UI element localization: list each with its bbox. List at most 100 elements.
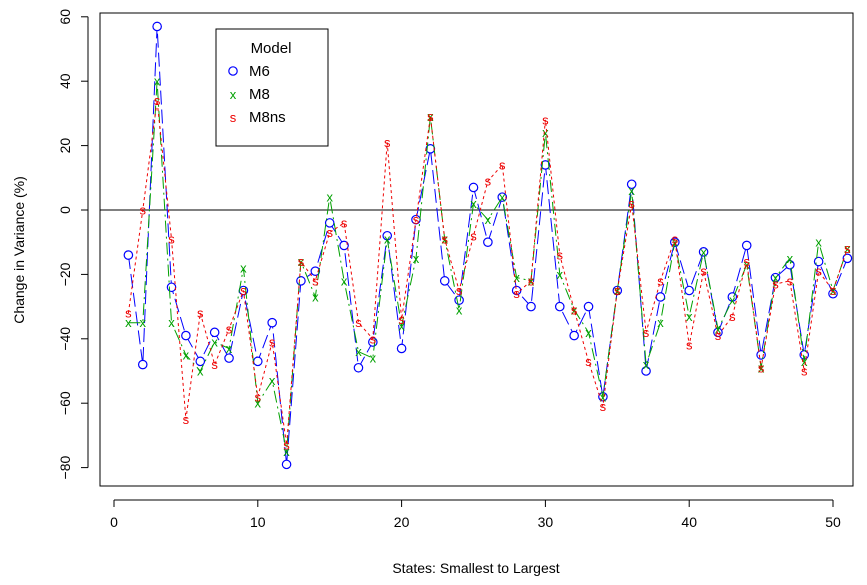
y-axis: −80 −60 −40 −20 0 20 40 60: [57, 9, 89, 479]
point-m8ns: s: [240, 283, 247, 298]
point-m8ns: s: [700, 264, 707, 279]
point-m6: [152, 21, 162, 32]
point-m6: [655, 292, 666, 302]
point-m8: x: [168, 315, 175, 330]
series-m8ns: ssssssssssssssssssssssssssssssssssssssss…: [125, 93, 851, 453]
point-m8ns: s: [686, 338, 693, 353]
point-m8ns: s: [312, 273, 319, 288]
point-m8: x: [211, 335, 218, 350]
point-m8: x: [528, 273, 535, 288]
y-tick-label: −60: [57, 391, 73, 415]
legend-box: [215, 28, 329, 147]
legend-label: M8: [249, 86, 270, 103]
point-m8: x: [715, 322, 722, 337]
point-m8ns: s: [485, 174, 492, 189]
point-m6: [296, 276, 306, 286]
series-line-m8ns: [127, 100, 848, 446]
point-m8: x: [557, 267, 564, 282]
point-m8: x: [326, 190, 333, 205]
x-tick-label: 0: [110, 514, 118, 530]
point-m8: x: [312, 289, 319, 304]
point-m6: [310, 266, 321, 276]
point-m8: x: [787, 251, 794, 266]
x-axis: 0 10 20 30 40 50: [110, 499, 841, 530]
legend-label: M6: [249, 63, 270, 80]
point-m8ns: s: [758, 360, 765, 375]
x-tick-label: 50: [825, 514, 841, 530]
point-m8: x: [571, 302, 578, 317]
point-m8ns: s: [298, 254, 305, 269]
point-m6: [483, 237, 493, 247]
point-m8: x: [384, 231, 391, 246]
point-m8: x: [628, 183, 635, 198]
point-m8ns: s: [226, 322, 233, 337]
point-m6: [684, 285, 694, 296]
point-m8: x: [485, 212, 492, 227]
point-m8: x: [743, 257, 750, 272]
point-m8ns: s: [672, 231, 679, 246]
point-m8: x: [614, 283, 621, 298]
point-m8: x: [801, 354, 808, 369]
point-m8ns: s: [557, 248, 564, 263]
point-m6: [626, 179, 637, 190]
point-m6: [339, 240, 349, 251]
x-tick-label: 40: [681, 514, 697, 530]
point-m6: [252, 356, 263, 367]
point-m8: x: [298, 254, 305, 269]
y-tick-label: −40: [57, 327, 73, 351]
point-m8ns: s: [140, 203, 147, 218]
point-m8: x: [657, 315, 664, 330]
x-axis-label: States: Smallest to Largest: [392, 560, 559, 576]
y-tick-label: 20: [57, 138, 73, 154]
y-tick-label: −20: [57, 262, 73, 286]
point-m8ns: s: [456, 283, 463, 298]
point-m8ns: s: [830, 283, 837, 298]
point-m8: x: [815, 235, 822, 250]
point-m8ns: s: [585, 354, 592, 369]
point-m8ns: s: [729, 309, 736, 324]
point-m8: x: [729, 293, 736, 308]
y-tick-label: 60: [57, 9, 73, 25]
point-m6: [526, 301, 536, 312]
point-m8ns: s: [470, 228, 477, 243]
point-m8: x: [413, 251, 420, 266]
point-m8: x: [240, 260, 247, 275]
point-m8ns: s: [398, 312, 405, 327]
series-m6: [123, 21, 853, 470]
point-m8ns: s: [355, 315, 362, 330]
point-m6: [468, 182, 479, 193]
point-m8ns: s: [815, 264, 822, 279]
point-m8ns: s: [528, 273, 535, 288]
point-m6: [813, 256, 824, 267]
point-m8ns: s: [715, 328, 722, 343]
point-m8: x: [686, 309, 693, 324]
point-m8: x: [513, 270, 520, 285]
point-m6: [583, 301, 594, 312]
plot-frame: [99, 12, 854, 487]
point-m8ns: s: [513, 286, 520, 301]
legend-title: Model: [251, 40, 292, 57]
point-m8: x: [427, 109, 434, 124]
point-m6: [281, 459, 292, 470]
x-tick-label: 10: [250, 514, 266, 530]
point-m8ns: s: [441, 231, 448, 246]
point-m8ns: s: [154, 93, 161, 108]
point-m8: x: [600, 389, 607, 404]
legend-entry-m6: M6: [228, 63, 270, 80]
point-m8: x: [672, 235, 679, 250]
point-m8ns: s: [255, 389, 262, 404]
point-m8: x: [844, 241, 851, 256]
point-m6: [641, 366, 651, 376]
point-m8ns: s: [211, 357, 218, 372]
y-axis-label: Change in Variance (%): [11, 176, 27, 324]
point-m8ns: s: [283, 438, 290, 453]
point-m8ns: s: [657, 273, 664, 288]
point-m8: x: [226, 341, 233, 356]
point-m8: x: [283, 444, 290, 459]
point-m6: [181, 330, 191, 341]
x-tick-label: 20: [394, 514, 410, 530]
point-m8: x: [830, 283, 837, 298]
point-m8ns: s: [643, 325, 650, 340]
